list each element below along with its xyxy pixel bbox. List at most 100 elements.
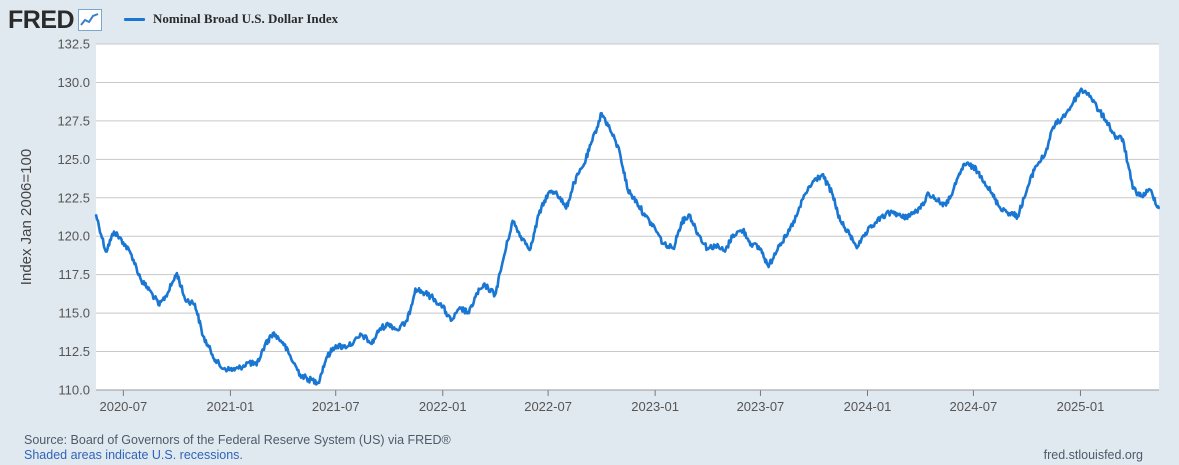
data-point	[379, 327, 381, 330]
data-point	[583, 163, 585, 165]
data-point	[839, 220, 841, 222]
data-point	[414, 287, 417, 290]
data-point	[547, 192, 549, 194]
data-point	[494, 293, 496, 296]
recession-note[interactable]: Shaded areas indicate U.S. recessions.	[24, 448, 243, 462]
data-point	[158, 304, 161, 307]
trend-chart-icon	[78, 9, 103, 31]
data-point	[688, 213, 691, 216]
data-point	[1061, 117, 1064, 119]
data-point	[272, 332, 274, 334]
data-point	[848, 233, 851, 236]
data-point	[901, 216, 904, 219]
data-point	[706, 247, 709, 250]
data-point	[927, 192, 930, 194]
data-point	[565, 207, 567, 210]
data-point	[247, 361, 250, 364]
y-tick-label: 127.5	[57, 113, 90, 128]
data-point	[148, 289, 151, 291]
data-point	[122, 241, 125, 244]
data-point	[450, 320, 452, 322]
data-point	[831, 192, 833, 194]
data-point	[290, 356, 292, 359]
data-point	[176, 272, 178, 274]
chart-legend: Nominal Broad U.S. Dollar Index	[124, 11, 338, 27]
gridlines	[96, 43, 1159, 391]
data-point	[299, 373, 302, 376]
data-point	[980, 175, 983, 178]
legend-label: Nominal Broad U.S. Dollar Index	[153, 11, 339, 26]
data-point	[759, 247, 762, 250]
x-tick-label: 2022-07	[524, 399, 572, 414]
x-tick-label: 2020-07	[99, 399, 147, 414]
data-point	[618, 150, 621, 153]
data-point	[1026, 189, 1028, 191]
data-point	[519, 235, 522, 238]
data-point	[573, 181, 576, 184]
site-link[interactable]: fred.stlouisfed.org	[1043, 448, 1143, 462]
x-tick-label: 2022-01	[419, 399, 467, 414]
data-point	[636, 201, 638, 204]
data-point	[95, 213, 97, 216]
data-point	[1069, 106, 1072, 108]
fred-logo-text: FRED	[8, 6, 75, 34]
data-point	[856, 246, 859, 248]
data-point	[255, 364, 258, 367]
y-tick-label: 120.0	[57, 229, 90, 244]
data-point	[502, 258, 505, 261]
y-tick-label: 112.5	[58, 344, 90, 359]
data-point	[696, 232, 699, 234]
data-point	[654, 227, 656, 230]
data-point	[884, 213, 887, 216]
fred-logo[interactable]: FRED	[8, 6, 103, 34]
legend-swatch	[124, 17, 145, 21]
data-point	[423, 292, 426, 294]
data-point	[184, 298, 186, 301]
data-point	[1097, 109, 1100, 111]
data-point	[476, 292, 478, 294]
y-tick-label: 115.0	[58, 306, 90, 321]
data-point	[767, 266, 770, 268]
data-point	[555, 190, 558, 193]
source-note: Source: Board of Governors of the Federa…	[24, 433, 451, 447]
x-tick-label: 2021-01	[207, 399, 255, 414]
data-point	[777, 244, 780, 247]
data-point	[130, 253, 133, 256]
data-point	[281, 341, 284, 344]
data-point	[955, 183, 957, 185]
data-point	[406, 320, 409, 322]
data-point	[263, 344, 266, 347]
data-point	[1044, 153, 1046, 156]
series-group	[94, 87, 1161, 386]
data-point	[795, 215, 798, 218]
data-point	[998, 206, 1001, 208]
data-point	[388, 323, 391, 325]
data-point	[972, 166, 975, 168]
data-point	[662, 243, 665, 245]
data-point	[1122, 138, 1124, 141]
data-point	[626, 189, 629, 191]
data-point	[600, 112, 603, 114]
data-point	[343, 346, 345, 348]
data-point	[937, 200, 939, 202]
x-axis-ticks: 2020-07 2021-01 2021-07 2022-01 2022-07 2023-…	[96, 389, 1159, 414]
data-point	[963, 163, 965, 165]
data-point	[1016, 215, 1019, 218]
y-tick-label: 130.0	[57, 75, 90, 90]
data-point	[821, 173, 823, 176]
data-point	[370, 343, 373, 345]
plot-area	[96, 44, 1159, 390]
data-point	[317, 381, 320, 384]
x-tick-label: 2023-07	[737, 399, 785, 414]
data-point	[724, 250, 726, 253]
data-point	[468, 312, 470, 314]
data-point	[919, 207, 922, 210]
x-tick-label: 2021-07	[312, 399, 360, 414]
data-point	[396, 329, 399, 331]
data-point	[219, 366, 222, 368]
y-tick-label: 132.5	[57, 37, 90, 52]
data-point	[105, 250, 107, 253]
x-tick-label: 2025-01	[1057, 399, 1105, 414]
data-point	[537, 213, 540, 216]
x-tick-label: 2024-07	[950, 399, 998, 414]
